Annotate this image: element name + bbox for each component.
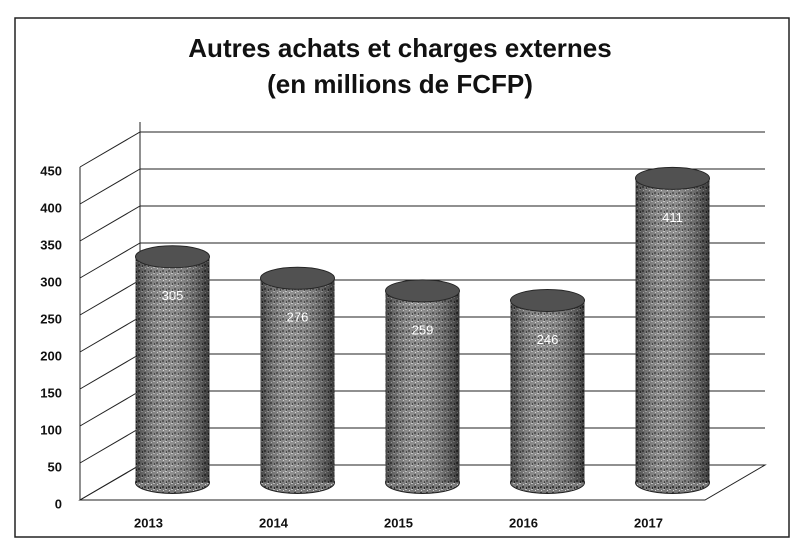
x-tick-label: 2015 xyxy=(384,515,413,530)
bar-top-shade xyxy=(510,289,585,312)
x-tick-label: 2014 xyxy=(259,515,289,530)
y-tick-label: 0 xyxy=(55,496,62,511)
bar-shade xyxy=(635,178,710,483)
data-label: 305 xyxy=(162,288,184,303)
y-tick-label: 100 xyxy=(40,422,62,437)
data-label: 276 xyxy=(287,310,309,325)
bar-shade xyxy=(510,300,585,483)
chart-subtitle: (en millions de FCFP) xyxy=(267,69,533,99)
bar-top-shade xyxy=(635,167,710,190)
bar-top-shade xyxy=(135,245,210,268)
y-tick-label: 300 xyxy=(40,274,62,289)
bar-shade xyxy=(385,290,460,483)
data-label: 246 xyxy=(537,332,559,347)
grid-line xyxy=(79,131,765,168)
y-tick-label: 400 xyxy=(40,200,62,215)
chart-title: Autres achats et charges externes xyxy=(188,33,611,63)
x-tick-label: 2013 xyxy=(134,515,163,530)
y-tick-label: 150 xyxy=(40,385,62,400)
data-label: 259 xyxy=(412,322,434,337)
data-label: 411 xyxy=(662,210,683,225)
grid-line xyxy=(79,242,765,279)
y-tick-label: 450 xyxy=(40,163,62,178)
grid-line xyxy=(79,168,765,205)
y-tick-label: 250 xyxy=(40,311,62,326)
y-tick-label: 200 xyxy=(40,348,62,363)
x-tick-label: 2016 xyxy=(509,515,538,530)
y-tick-label: 50 xyxy=(48,459,62,474)
frame xyxy=(14,17,790,538)
bar-top-shade xyxy=(260,267,335,290)
bar-shade xyxy=(135,256,210,483)
bar-top-shade xyxy=(385,279,460,302)
bar-shade xyxy=(260,278,335,483)
x-tick-label: 2017 xyxy=(634,515,663,530)
y-tick-label: 350 xyxy=(40,237,62,252)
grid-line xyxy=(79,205,765,242)
